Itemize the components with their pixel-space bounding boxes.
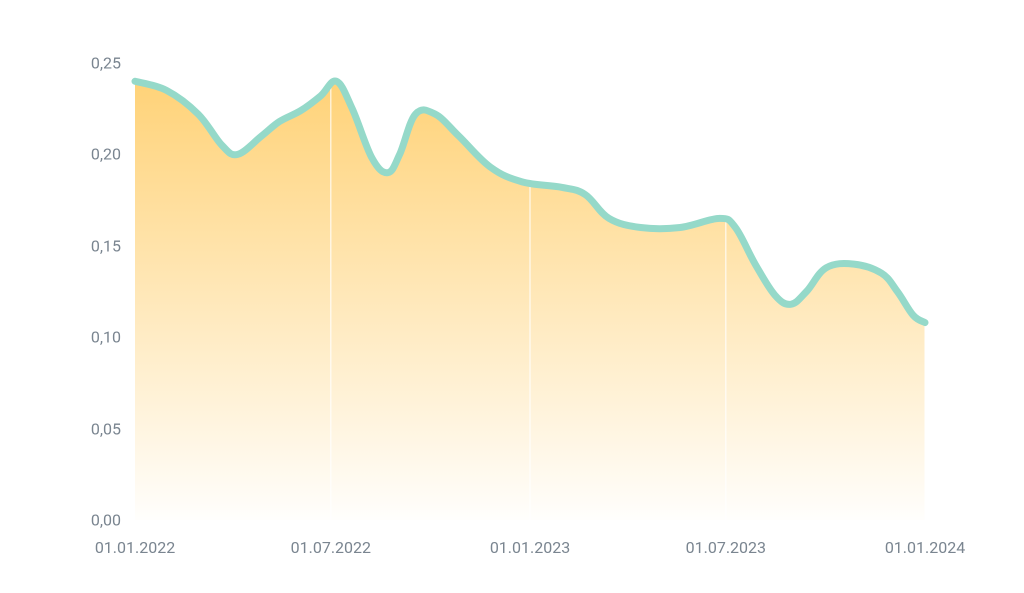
y-axis-label: 0,25 (91, 54, 121, 73)
chart-svg (135, 63, 925, 520)
x-axis-label: 01.01.2024 (885, 538, 965, 557)
x-axis-label: 01.07.2023 (686, 538, 766, 557)
y-axis-label: 0,20 (91, 145, 121, 164)
y-axis-label: 0,10 (91, 328, 121, 347)
y-axis-label: 0,00 (91, 511, 121, 530)
x-axis-label: 01.01.2022 (95, 538, 175, 557)
y-axis-label: 0,15 (91, 236, 121, 255)
y-axis-label: 0,05 (91, 419, 121, 438)
plot-area: 0,000,050,100,150,200,2501.01.202201.07.… (135, 63, 925, 520)
x-axis-label: 01.07.2022 (291, 538, 371, 557)
area-chart: 0,00 0,05 0,10 0,15 0,20 0,25 01.01.2022 01.07.… (0, 0, 1024, 593)
x-axis-label: 01.01.2023 (490, 538, 570, 557)
